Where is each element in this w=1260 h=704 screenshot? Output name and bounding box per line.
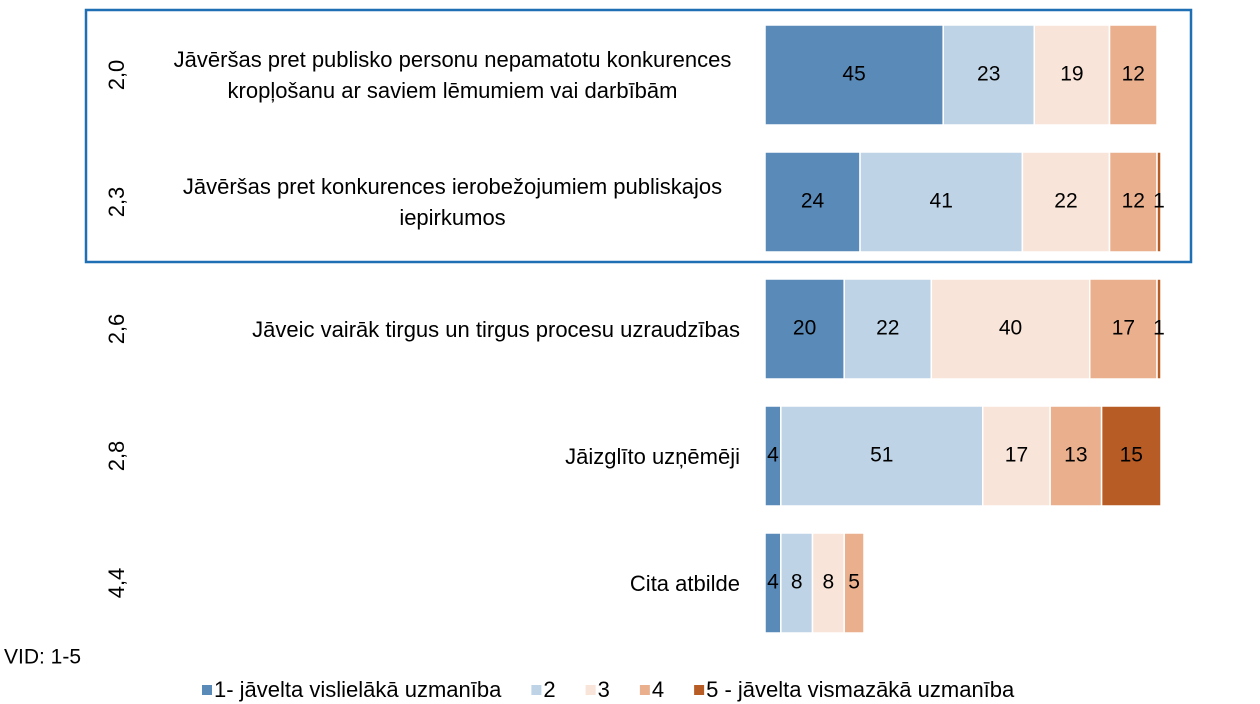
- bar-segment: [859, 151, 1024, 253]
- value-label: 19: [1060, 63, 1083, 86]
- bar-segment: [1100, 405, 1162, 507]
- value-label: 1: [1153, 190, 1165, 213]
- bar-segment: [1108, 24, 1158, 126]
- legend-swatch: [202, 685, 212, 695]
- value-label: 12: [1122, 63, 1145, 86]
- value-label: 8: [791, 571, 803, 594]
- bar-segment: [764, 278, 845, 380]
- value-label: 20: [793, 317, 816, 340]
- category-label: Jāveic vairāk tirgus un tirgus procesu u…: [252, 316, 740, 342]
- value-label: 41: [930, 190, 953, 213]
- value-label: 24: [801, 190, 825, 213]
- legend-swatch: [639, 685, 650, 695]
- value-label: 4: [767, 571, 779, 594]
- category-mean: 2,8: [104, 441, 129, 472]
- value-label: 23: [977, 63, 1000, 86]
- note: VID: 1-5: [4, 646, 81, 669]
- value-label: 13: [1064, 444, 1087, 467]
- value-label: 8: [823, 571, 835, 594]
- category-label-box: Jāizglīto uzņēmēji: [140, 406, 740, 506]
- legend-swatch: [531, 685, 542, 695]
- value-label: 15: [1120, 444, 1143, 467]
- category-label: Jāvēršas pret publisko personu nepamatot…: [173, 47, 732, 103]
- bar-segment: [780, 532, 814, 634]
- bar-segment: [1156, 278, 1162, 380]
- value-label: 17: [1112, 317, 1135, 340]
- legend-label: 2: [543, 677, 555, 702]
- value-label: 45: [842, 63, 865, 86]
- category-mean: 4,4: [104, 568, 129, 599]
- legend-label: 5 - jāvelta vismazākā uzmanība: [706, 677, 1015, 702]
- bar-segment: [780, 405, 984, 507]
- value-label: 51: [870, 444, 893, 467]
- bar-segment: [1108, 151, 1158, 253]
- value-label: 1: [1153, 317, 1165, 340]
- bar-segment: [1021, 151, 1111, 253]
- category-label: Cita atbilde: [629, 570, 740, 596]
- category-mean: 2,6: [104, 314, 129, 345]
- value-label: 22: [876, 317, 899, 340]
- highlight-frame: [84, 8, 1193, 264]
- legend-swatch: [585, 685, 596, 695]
- value-label: 22: [1054, 190, 1077, 213]
- bar-segment: [843, 532, 865, 634]
- bar-segment: [1156, 151, 1162, 253]
- category-label: Jāizglīto uzņēmēji: [565, 443, 740, 469]
- bar-segment: [764, 24, 944, 126]
- category-label-box: Cita atbilde: [140, 533, 740, 633]
- bar-segment: [843, 278, 933, 380]
- category-mean: 2,3: [104, 187, 129, 218]
- category-label-box: Jāvēršas pret konkurences ierobežojumiem…: [140, 152, 740, 252]
- legend-label: 4: [652, 677, 664, 702]
- legend-swatch: [694, 685, 705, 695]
- bar-segment: [930, 278, 1091, 380]
- category-label-box: Jāvēršas pret publisko personu nepamatot…: [140, 25, 740, 125]
- value-label: 4: [767, 444, 779, 467]
- legend-label: 1- jāvelta vislielākā uzmanība: [214, 677, 502, 702]
- value-label: 5: [848, 571, 860, 594]
- category-mean: 2,0: [104, 60, 129, 91]
- bar-segment: [942, 24, 1036, 126]
- bar-segment: [982, 405, 1051, 507]
- bar-segment: [1049, 405, 1103, 507]
- legend-label: 3: [598, 677, 610, 702]
- category-label-box: Jāveic vairāk tirgus un tirgus procesu u…: [140, 279, 740, 379]
- value-label: 40: [999, 317, 1022, 340]
- value-label: 17: [1005, 444, 1028, 467]
- bar-segment: [811, 532, 845, 634]
- value-label: 12: [1122, 190, 1145, 213]
- category-label: Jāvēršas pret konkurences ierobežojumiem…: [182, 174, 723, 230]
